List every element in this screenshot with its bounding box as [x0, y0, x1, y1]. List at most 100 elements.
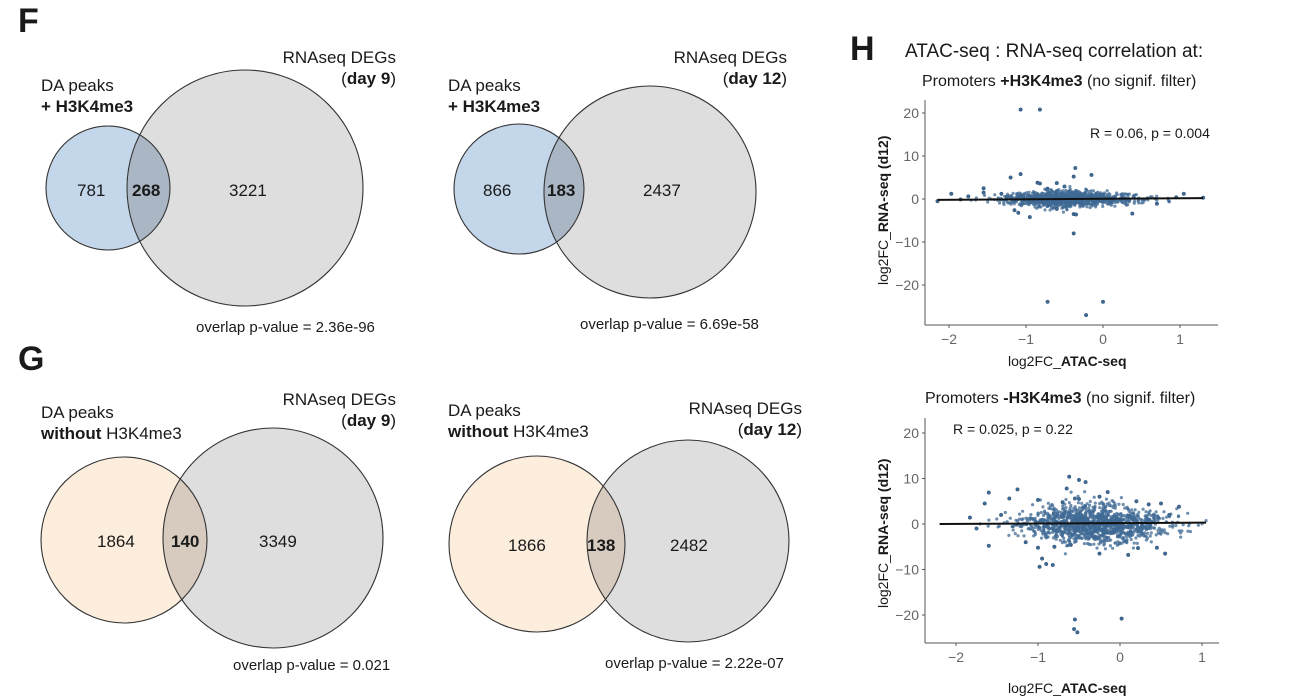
scatter-point [1115, 516, 1119, 520]
scatter-point [982, 193, 987, 197]
venn-overlap-count: 183 [547, 181, 576, 200]
scatter-point [1119, 616, 1124, 621]
scatter-point [1061, 514, 1065, 518]
scatter-point [1129, 511, 1133, 515]
scatter-point [1064, 486, 1069, 491]
scatter-point [1067, 474, 1072, 479]
venn-g-day9 [40, 427, 384, 649]
scatter-point [1097, 194, 1101, 198]
scatter-point [974, 526, 979, 531]
scatter-point [1099, 517, 1103, 521]
scatter-point [1060, 191, 1064, 195]
scatter-point [1126, 513, 1131, 518]
scatter-point [1007, 201, 1012, 205]
paren-close: ) [781, 69, 787, 88]
scatter-point [1046, 501, 1050, 505]
scatter-point [1119, 512, 1123, 517]
x-axis-label-top: log2FC_ATAC-seq [1008, 353, 1127, 369]
scatter-point [1091, 201, 1095, 205]
scatter-point [1031, 503, 1035, 507]
scatter-point [1015, 487, 1020, 492]
scatter-point [1135, 527, 1139, 531]
scatter-point [1075, 511, 1079, 515]
scatter-point [1084, 313, 1089, 318]
scatter-point [1039, 536, 1044, 540]
scatter-point [1073, 165, 1078, 170]
scatter-point [1115, 191, 1119, 195]
scatter-point [1130, 508, 1134, 512]
scatter-point [1155, 194, 1159, 198]
scatter-point [1109, 202, 1113, 206]
ylabel-bold: RNA-seq (d12) [875, 458, 891, 556]
xlabel-prefix: log2FC_ [1008, 680, 1061, 696]
scatter-point [1084, 188, 1089, 192]
venn-left-outline [40, 456, 208, 624]
scatter-point [1104, 524, 1108, 528]
scatter-point [1099, 528, 1103, 532]
venn-left-label-rest: H3K4me3 [508, 422, 589, 441]
scatter-point [1008, 194, 1012, 198]
scatter-point [1120, 518, 1124, 522]
scatter-point [1033, 516, 1037, 520]
scatter-point [1039, 518, 1043, 522]
y-tick-label: −20 [895, 277, 919, 293]
scatter-point [1044, 525, 1048, 529]
scatter-point [1162, 510, 1166, 514]
scatter-point [1149, 531, 1153, 535]
scatter-point [1148, 534, 1152, 538]
scatter-point [1108, 544, 1112, 548]
scatter-point [1064, 192, 1068, 196]
venn-right-label: RNAseq DEGs (day 12) [660, 398, 802, 440]
scatter-point [1035, 545, 1040, 550]
scatter-point [1099, 541, 1103, 545]
venn-overlap-count: 138 [587, 536, 616, 555]
scatter-point [1020, 518, 1024, 522]
scatter-point [1029, 513, 1033, 517]
scatter-point [982, 501, 987, 506]
scatter-point [1061, 534, 1065, 538]
venn-overlap-count: 140 [171, 532, 200, 551]
scatter-point [1018, 107, 1023, 112]
scatter-point [1068, 188, 1072, 193]
scatter-point [1051, 536, 1056, 540]
scatter-point [1062, 511, 1066, 515]
scatter-point [1072, 496, 1077, 501]
scatter-point [1099, 199, 1103, 203]
ylabel-bold: RNA-seq (d12) [875, 135, 891, 233]
scatter-point [1186, 511, 1190, 515]
venn-right-only-count: 3349 [259, 532, 297, 551]
scatter-point [1042, 527, 1046, 531]
scatter-point [1072, 506, 1076, 510]
scatter-point [1086, 532, 1090, 536]
scatter-point [1017, 517, 1022, 521]
scatter-point [1065, 519, 1069, 523]
scatter-point [1019, 192, 1023, 197]
scatter-point [1143, 531, 1147, 535]
scatter-point [1121, 502, 1125, 507]
scatter-point [1144, 515, 1148, 519]
scatter-point [1093, 524, 1097, 528]
scatter-point [1003, 510, 1007, 515]
scatter-point [1048, 199, 1052, 203]
scatter-point [1104, 538, 1108, 542]
scatter-point [1028, 527, 1033, 531]
scatter-point [1163, 551, 1168, 556]
scatter-point [1161, 516, 1165, 521]
scatter-point [1046, 202, 1050, 207]
scatter-point [1069, 514, 1073, 518]
scatter-point [1036, 205, 1041, 209]
xlabel-bold: ATAC-seq [1060, 680, 1127, 696]
scatter-point [1154, 201, 1159, 206]
venn-right-label-line1: RNAseq DEGs [282, 390, 396, 409]
scatter-point [1119, 496, 1123, 500]
scatter-point [1054, 533, 1058, 537]
scatter-point [1007, 533, 1011, 538]
scatter-point [1102, 514, 1106, 518]
scatter-point [1096, 524, 1100, 528]
paren-open: ( [737, 420, 744, 439]
scatter-point [967, 515, 972, 520]
scatter-point [1070, 519, 1075, 524]
venn-right-circle [587, 440, 789, 642]
